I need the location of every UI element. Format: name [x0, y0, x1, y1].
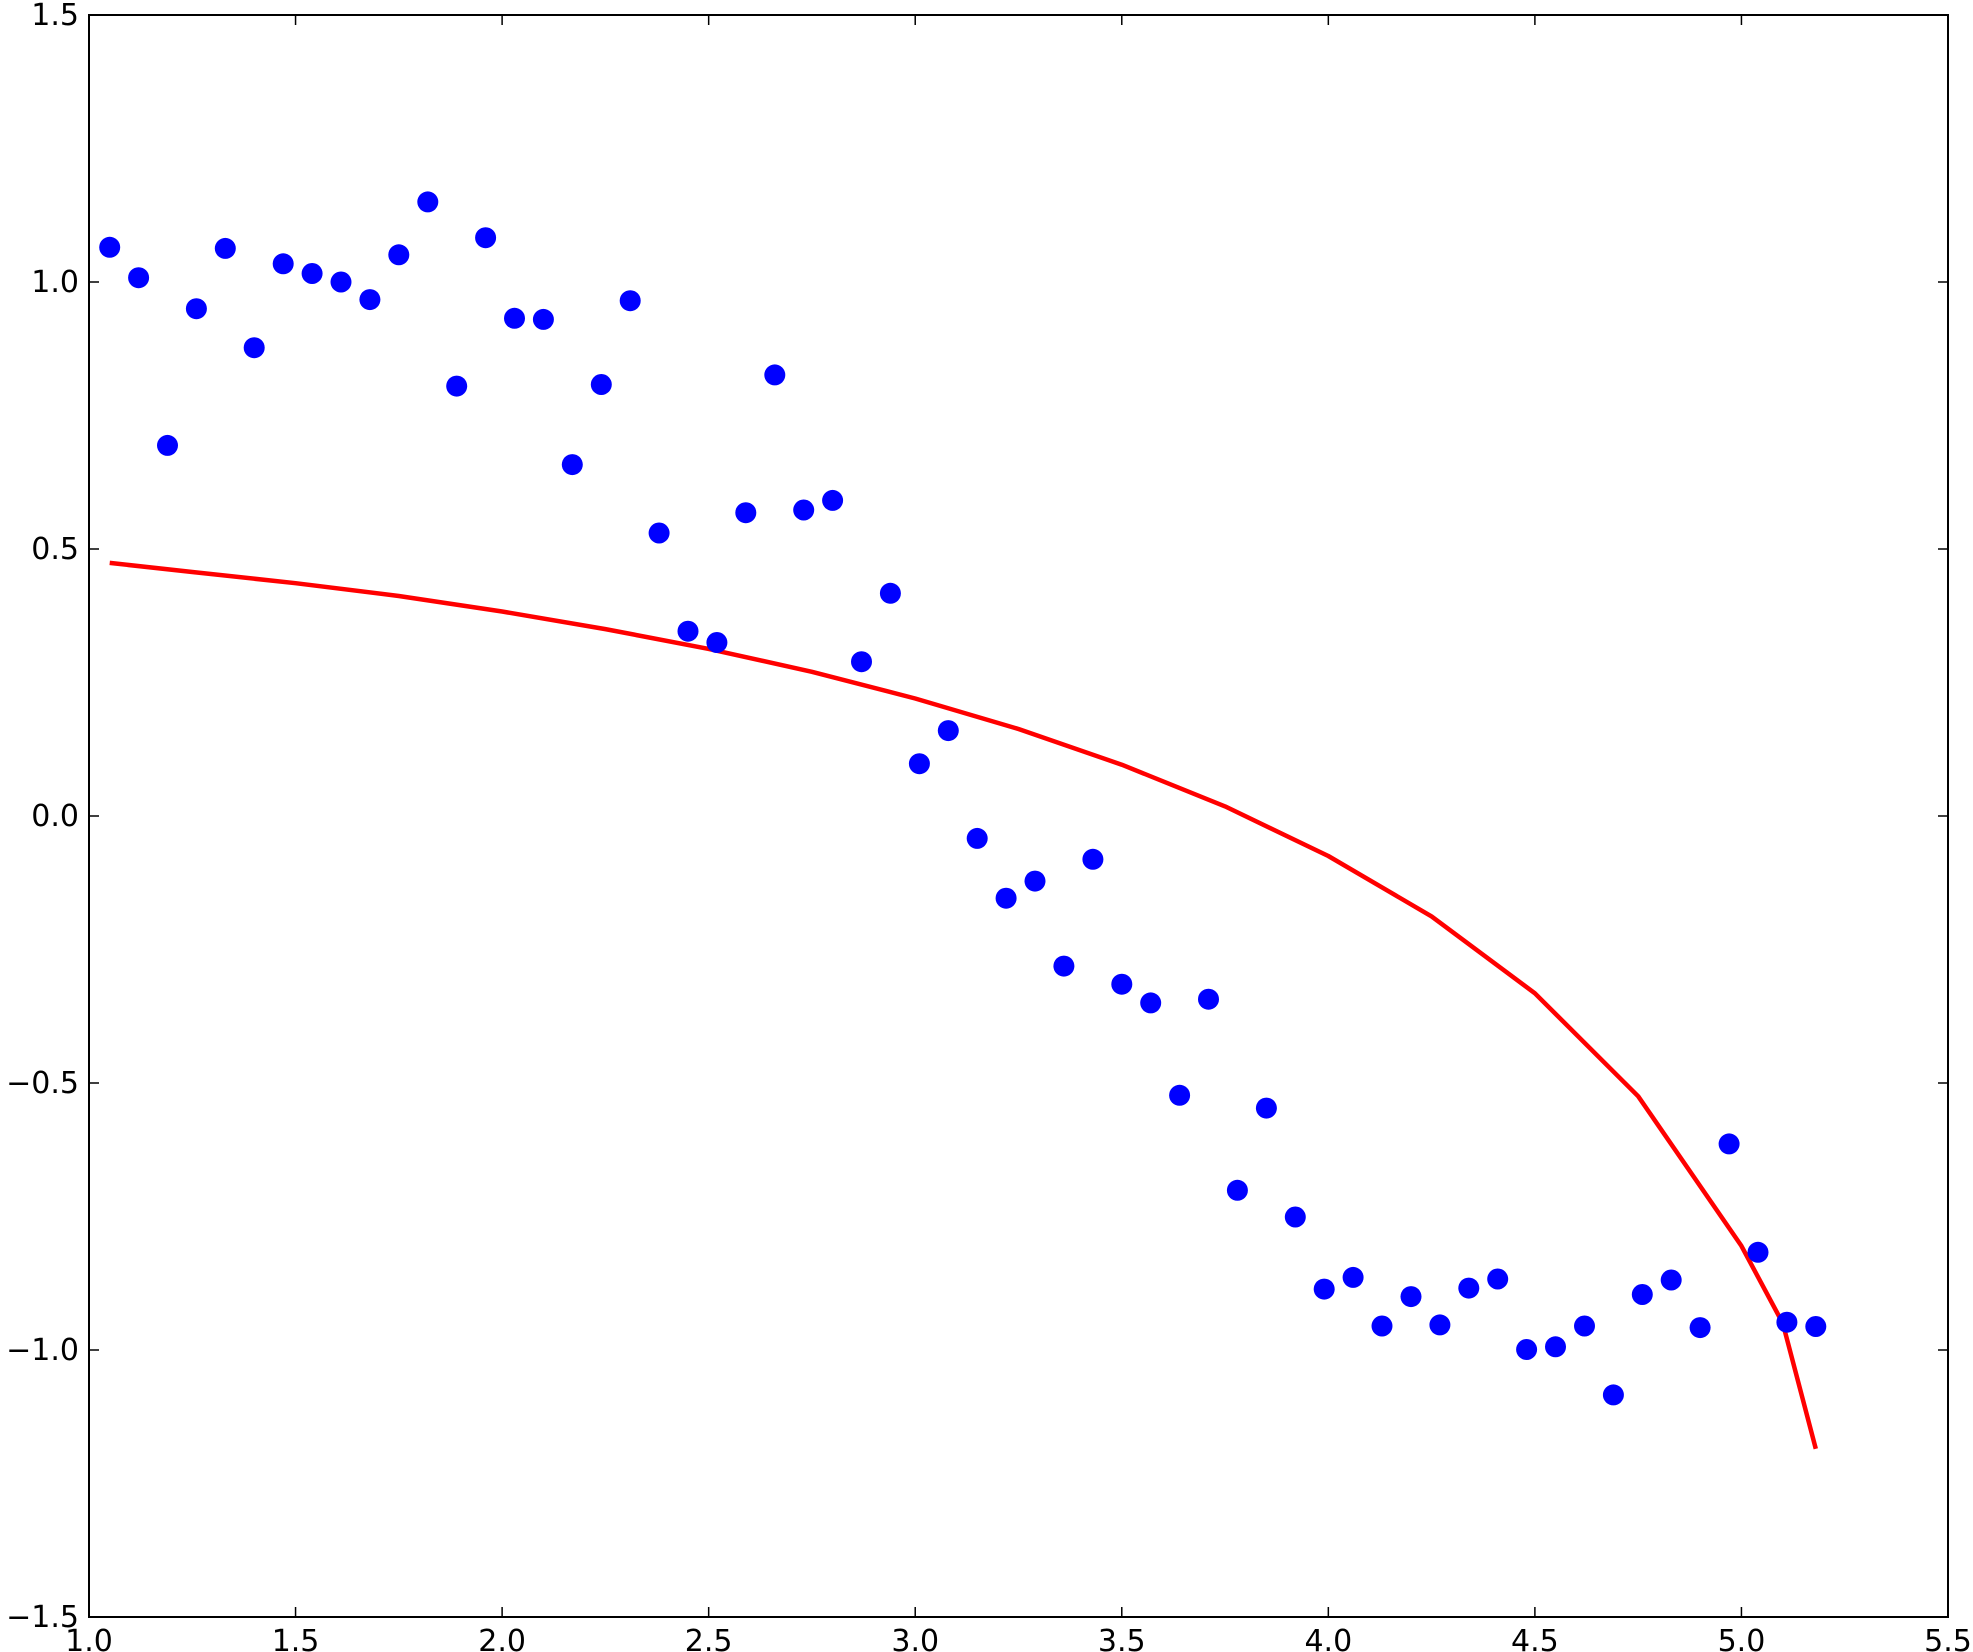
scatter-point — [995, 887, 1017, 909]
scatter-point — [157, 434, 178, 456]
scatter-point — [1140, 992, 1162, 1014]
scatter-point — [1024, 870, 1046, 892]
scatter-point — [1602, 1384, 1624, 1406]
scatter-point — [590, 374, 612, 395]
scatter-point — [1371, 1315, 1393, 1337]
y-tick-label: 1.0 — [31, 265, 79, 300]
scatter-point — [1284, 1206, 1306, 1228]
scatter-points-layer — [99, 191, 1827, 1406]
scatter-point — [272, 253, 294, 275]
scatter-point — [1053, 955, 1075, 977]
x-tick-label: 1.0 — [65, 1624, 113, 1652]
scatter-point — [1198, 988, 1219, 1010]
x-tick-label: 4.5 — [1511, 1624, 1559, 1652]
scatter-point — [475, 227, 497, 249]
scatter-point — [99, 236, 121, 258]
x-tick-label: 3.0 — [891, 1624, 939, 1652]
scatter-point — [764, 364, 786, 386]
scatter-point — [532, 308, 554, 330]
scatter-point — [446, 375, 468, 397]
y-tick-label: −1.0 — [6, 1333, 79, 1368]
scatter-point — [677, 620, 699, 642]
scatter-point — [1776, 1311, 1798, 1333]
scatter-point — [417, 191, 439, 213]
scatter-point — [793, 499, 815, 521]
x-tick-label: 5.0 — [1718, 1624, 1766, 1652]
x-tick-label: 5.5 — [1924, 1624, 1972, 1652]
scatter-point — [937, 720, 959, 742]
scatter-point — [1429, 1314, 1451, 1336]
scatter-point — [301, 263, 323, 284]
y-tick-label: −0.5 — [6, 1066, 79, 1101]
plot-frame — [88, 14, 1949, 1618]
scatter-point — [619, 290, 641, 312]
scatter-point — [966, 827, 988, 849]
scatter-point — [706, 632, 728, 653]
scatter-point — [1487, 1268, 1509, 1290]
y-tick-label: 0.5 — [31, 532, 79, 567]
x-tick-label: 1.5 — [272, 1624, 320, 1652]
scatter-point — [1255, 1097, 1277, 1119]
y-tick-label: 1.5 — [31, 0, 79, 33]
scatter-point — [330, 271, 352, 293]
fit-curve-layer — [109, 560, 1818, 1450]
scatter-point — [359, 289, 381, 311]
y-tick-label: −1.5 — [6, 1600, 79, 1635]
scatter-point — [214, 237, 236, 259]
scatter-point — [1226, 1179, 1248, 1201]
scatter-point — [185, 298, 207, 320]
scatter-point — [735, 502, 757, 524]
x-tick-label: 2.5 — [685, 1624, 733, 1652]
scatter-point — [648, 522, 670, 544]
scatter-point — [1400, 1286, 1422, 1308]
scatter-point — [822, 489, 844, 511]
scatter-point — [1660, 1269, 1682, 1291]
scatter-point — [1111, 973, 1133, 995]
scatter-point — [561, 454, 583, 476]
scatter-point — [1458, 1277, 1480, 1299]
scatter-point — [1718, 1133, 1740, 1155]
scatter-point — [1516, 1339, 1538, 1360]
y-tick-label: 0.0 — [31, 799, 79, 834]
ticks-layer: 1.0 1.5 2.0 2.5 3.0 3.5 4.0 4.5 5.0 5.5 −1.5 −1.0 −0… — [6, 0, 1972, 1652]
scatter-point — [851, 651, 872, 673]
x-tick-label: 4.0 — [1304, 1624, 1352, 1652]
scatter-point — [1631, 1284, 1653, 1305]
scatter-point — [1342, 1266, 1364, 1288]
scatter-point — [1169, 1084, 1191, 1106]
x-tick-label: 3.5 — [1098, 1624, 1146, 1652]
scatter-point — [1545, 1336, 1566, 1358]
scatter-point — [1574, 1315, 1595, 1337]
scatter-point — [243, 337, 265, 359]
scatter-point — [1082, 848, 1104, 870]
scatter-point — [388, 244, 410, 266]
scatter-point — [879, 582, 901, 604]
fit-curve-line — [109, 560, 1818, 1450]
scatter-point — [1805, 1316, 1827, 1337]
scatter-point — [1747, 1241, 1769, 1263]
scatter-point — [128, 267, 150, 289]
scatter-point — [1313, 1278, 1335, 1300]
scatter-point — [504, 307, 525, 329]
scatter-point — [908, 753, 930, 775]
scatter-point — [1689, 1317, 1711, 1339]
x-tick-label: 2.0 — [478, 1624, 526, 1652]
